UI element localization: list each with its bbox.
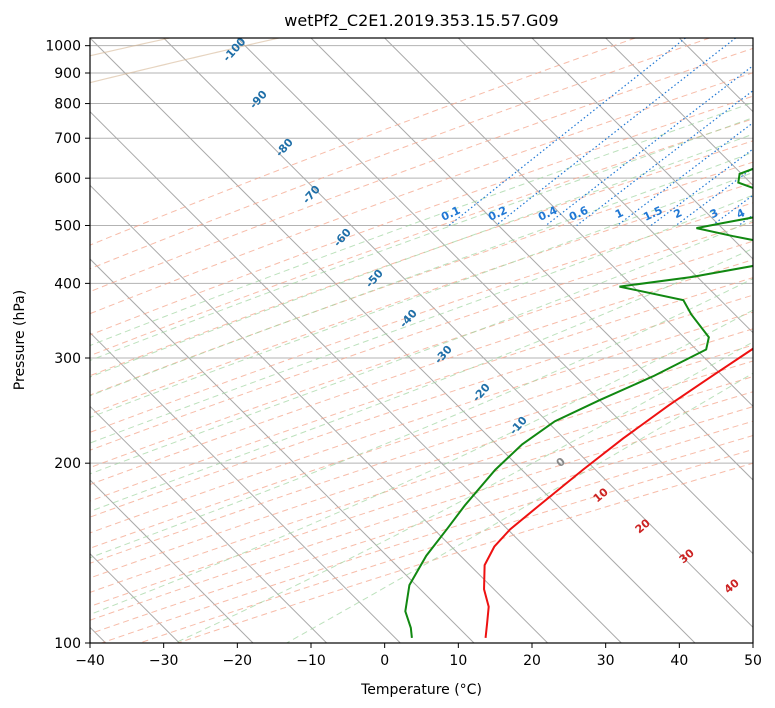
y-tick-label: 1000 (45, 39, 81, 55)
plot-frame (89, 37, 754, 644)
y-axis-ticks: 100 200 300 400 500 600 700 800 900 1000 (45, 39, 90, 652)
isotherm-line (605, 38, 753, 187)
y-axis-label: Pressure (hPa) (12, 290, 28, 390)
x-tick-label: 30 (597, 653, 615, 669)
y-tick-label: 500 (54, 218, 81, 234)
moist-adiabat-line (90, 171, 753, 419)
dry-adiabats (90, 38, 753, 643)
isotherm-line (310, 38, 753, 481)
moist-adiabat-line (90, 194, 753, 444)
moist-adiabats (90, 101, 753, 643)
isotherm-line (384, 38, 753, 408)
dry-adiabat-line (90, 202, 753, 433)
isotherm-line (90, 479, 254, 643)
temperature-profile (483, 347, 753, 638)
series-lines (404, 167, 753, 638)
dry-adiabat-line (90, 240, 753, 469)
dry-adiabat-line (90, 182, 753, 415)
mixing-ratio-line (675, 167, 753, 226)
moist-adiabat-line (90, 151, 753, 397)
x-tick-label: −20 (223, 653, 253, 669)
x-tick-label: −10 (296, 653, 326, 669)
chart-title: wetPf2_C2E1.2019.353.15.57.G09 (284, 11, 558, 31)
isotherm-line (90, 258, 475, 643)
dry-adiabat-line (90, 311, 753, 534)
dry-adiabat-line (90, 161, 753, 396)
isotherm-line (90, 38, 696, 643)
dry-adiabat-line (90, 294, 753, 518)
moist-adiabat-line (90, 247, 753, 512)
dry-adiabat-line (90, 140, 753, 377)
y-tick-label: 700 (54, 131, 81, 147)
y-tick-label: 800 (54, 97, 81, 113)
mixing-ratio-lines (448, 38, 753, 226)
isotherm-line (163, 38, 753, 629)
isotherm-line (531, 38, 753, 260)
y-tick-label: 900 (54, 66, 81, 82)
x-tick-label: 40 (670, 653, 688, 669)
reference-curves (90, 38, 279, 84)
x-tick-label: 50 (744, 653, 762, 669)
x-tick-label: 0 (380, 653, 389, 669)
dewpoint-profile (404, 167, 753, 638)
dry-adiabat-line (90, 38, 636, 246)
y-tick-label: 300 (54, 351, 81, 367)
dry-adiabat-line (90, 344, 753, 564)
moist-adiabat-line (90, 133, 753, 378)
x-tick-label: 10 (449, 653, 467, 669)
isotherm-line (236, 38, 753, 555)
x-axis-label: Temperature (°C) (360, 682, 482, 698)
x-tick-label: 20 (523, 653, 541, 669)
y-tick-label: 600 (54, 171, 81, 187)
dry-adiabat-line (90, 118, 753, 357)
horizontal-grid (90, 45, 753, 643)
y-tick-label: 200 (54, 456, 81, 472)
moist-adiabat-line (90, 278, 753, 559)
dry-adiabat-line (90, 259, 753, 486)
mixing-ratio-line (448, 38, 686, 226)
mixing-ratio-line (495, 38, 736, 226)
y-tick-label: 100 (54, 636, 81, 652)
x-tick-label: −40 (75, 653, 105, 669)
isotherm-line (90, 405, 328, 643)
isotherm-line (90, 331, 401, 643)
x-axis-ticks: −40 −30 −20 −10 0 10 20 30 40 50 (75, 643, 762, 669)
dry-adiabat-line (90, 360, 753, 579)
moist-adiabat-line (90, 117, 753, 362)
dry-adiabat-line (90, 72, 753, 315)
isotherm-line (90, 110, 622, 643)
y-tick-label: 400 (54, 276, 81, 292)
x-tick-label: −30 (149, 653, 179, 669)
dry-adiabat-line (90, 47, 753, 293)
dry-adiabat-line (90, 391, 753, 607)
reference-curve (90, 38, 279, 84)
